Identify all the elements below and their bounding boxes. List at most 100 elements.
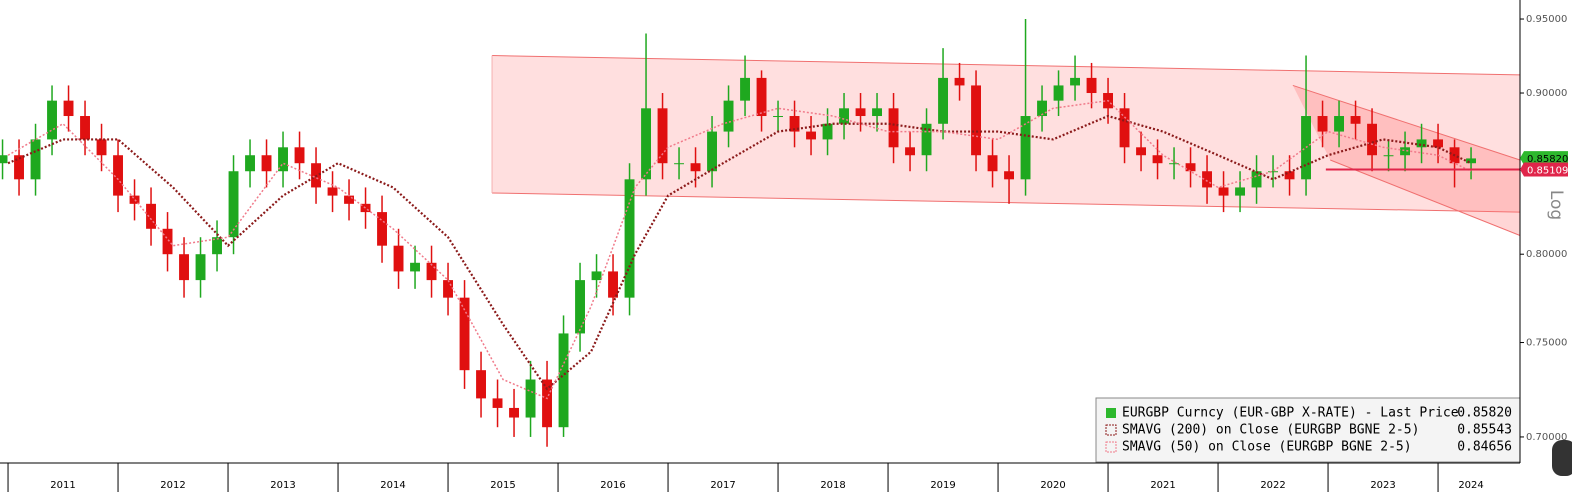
- price-tag-label: 0.85820: [1527, 154, 1568, 165]
- x-tick-label: 2019: [930, 480, 955, 491]
- candle-body: [1268, 171, 1278, 173]
- candle-body: [1235, 187, 1245, 196]
- candle-body: [723, 100, 734, 132]
- x-tick-label: 2022: [1260, 480, 1285, 491]
- legend-value: 0.85820: [1457, 406, 1512, 421]
- moving-average: [7, 114, 1472, 391]
- candle-body: [1416, 139, 1427, 148]
- x-tick-label: 2012: [160, 480, 185, 491]
- candle-body: [1119, 108, 1130, 148]
- y-tick-label: 0.80000: [1526, 249, 1567, 260]
- candle-body: [492, 398, 503, 408]
- x-tick-label: 2014: [380, 480, 405, 491]
- candle-body: [542, 379, 552, 428]
- candle-body: [707, 131, 717, 172]
- plot: [0, 19, 1476, 447]
- candle-body: [905, 147, 915, 156]
- candle-body: [624, 179, 635, 298]
- candle-body: [855, 108, 866, 117]
- candle-body: [96, 139, 107, 156]
- legend-swatch: [1105, 424, 1117, 436]
- scale-label: Log: [1546, 190, 1566, 220]
- candle-body: [756, 77, 767, 117]
- x-tick-label: 2013: [270, 480, 295, 491]
- x-tick-label: 2011: [50, 480, 75, 491]
- candle-body: [954, 77, 965, 86]
- candle-body: [344, 195, 354, 204]
- legend-box: [1095, 397, 1521, 463]
- candle-body: [212, 237, 222, 255]
- candle-body: [773, 116, 783, 118]
- candle-body: [393, 245, 404, 272]
- candle-body: [459, 297, 470, 371]
- legend-value: 0.84656: [1457, 440, 1512, 455]
- candle-body: [1400, 147, 1410, 156]
- candle-body: [1086, 77, 1097, 94]
- candle-body: [63, 100, 74, 117]
- x-tick-label: 2024: [1458, 480, 1483, 491]
- candle-body: [938, 77, 948, 124]
- candle-body: [228, 171, 239, 238]
- candle-body: [558, 333, 569, 428]
- candle-body: [674, 163, 684, 165]
- candle-body: [129, 195, 140, 204]
- candle-body: [426, 262, 437, 281]
- candle-body: [294, 147, 305, 164]
- channel-line: [492, 192, 1521, 213]
- legend-swatch: [1106, 408, 1116, 418]
- candle-body: [195, 254, 206, 281]
- candle-body: [245, 155, 255, 172]
- channel-line: [492, 55, 1521, 76]
- x-tick-label: 2018: [820, 480, 845, 491]
- candle-body: [888, 108, 899, 148]
- candle-body: [1185, 163, 1196, 172]
- candle-body: [443, 280, 453, 298]
- candle-body: [1218, 187, 1229, 196]
- candle-body: [608, 271, 618, 298]
- candle-body: [987, 155, 998, 172]
- wedge-line: [1330, 159, 1521, 236]
- candle-body: [30, 139, 41, 180]
- candle-body: [1136, 147, 1146, 156]
- candle-body: [80, 116, 90, 140]
- candle-body: [1070, 77, 1080, 86]
- candle-body: [1251, 171, 1262, 188]
- y-tick-label: 0.95000: [1526, 14, 1567, 25]
- candle-body: [47, 100, 57, 140]
- candle-body: [1350, 116, 1361, 124]
- candle-body: [1466, 158, 1476, 164]
- candle-body: [1284, 171, 1295, 180]
- x-tick-label: 2023: [1370, 480, 1395, 491]
- candle-body: [1053, 85, 1064, 101]
- candle-body: [1020, 116, 1031, 180]
- price-tag: [1520, 162, 1568, 177]
- legend-label: SMAVG (50) on Close (EURGBP BGNE 2-5): [1122, 440, 1412, 455]
- candle-body: [179, 254, 189, 281]
- candle-body: [377, 212, 387, 246]
- candle-body: [872, 108, 882, 117]
- legend-label: EURGBP Curncy (EUR-GBP X-RATE) - Last Pr…: [1122, 406, 1459, 421]
- candle-body: [641, 108, 651, 180]
- corner-icon: [1552, 440, 1572, 476]
- candle-body: [690, 163, 701, 172]
- candle-body: [1202, 171, 1212, 188]
- x-tick-label: 2021: [1150, 480, 1175, 491]
- y-tick-label: 0.70000: [1526, 432, 1567, 443]
- wedge-area: [1292, 85, 1520, 236]
- candle-body: [14, 155, 24, 180]
- price-tag: [1520, 151, 1568, 166]
- candle-body: [327, 187, 338, 196]
- candle-body: [162, 228, 173, 255]
- candle-body: [1152, 155, 1163, 164]
- legend-value: 0.85543: [1457, 423, 1512, 438]
- candle-body: [839, 108, 849, 124]
- candle-body: [410, 262, 420, 272]
- candle-body: [740, 77, 750, 101]
- x-tick-label: 2020: [1040, 480, 1065, 491]
- x-tick-label: 2017: [710, 480, 735, 491]
- candle-body: [278, 147, 288, 172]
- x-tick-label: 2016: [600, 480, 625, 491]
- y-tick-label: 0.75000: [1526, 338, 1567, 349]
- candle-body: [971, 85, 981, 156]
